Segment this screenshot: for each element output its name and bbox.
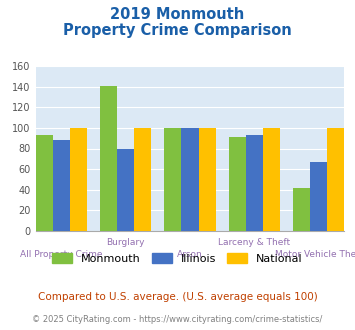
Bar	[310, 162, 327, 231]
Bar	[100, 85, 117, 231]
Bar	[70, 128, 87, 231]
Bar	[164, 128, 181, 231]
Bar	[229, 137, 246, 231]
Text: Larceny & Theft: Larceny & Theft	[218, 238, 290, 247]
Bar	[293, 188, 310, 231]
Text: Motor Vehicle Theft: Motor Vehicle Theft	[275, 250, 355, 259]
Bar	[327, 128, 344, 231]
Text: Property Crime Comparison: Property Crime Comparison	[63, 23, 292, 38]
Bar	[181, 128, 198, 231]
Legend: Monmouth, Illinois, National: Monmouth, Illinois, National	[48, 249, 307, 268]
Bar	[263, 128, 280, 231]
Text: © 2025 CityRating.com - https://www.cityrating.com/crime-statistics/: © 2025 CityRating.com - https://www.city…	[32, 315, 323, 324]
Text: Compared to U.S. average. (U.S. average equals 100): Compared to U.S. average. (U.S. average …	[38, 292, 317, 302]
Bar	[134, 128, 151, 231]
Text: Arson: Arson	[177, 250, 203, 259]
Text: Burglary: Burglary	[106, 238, 145, 247]
Bar	[36, 135, 53, 231]
Bar	[117, 148, 134, 231]
Bar	[198, 128, 215, 231]
Bar	[246, 135, 263, 231]
Bar	[53, 140, 70, 231]
Text: 2019 Monmouth: 2019 Monmouth	[110, 7, 245, 21]
Text: All Property Crime: All Property Crime	[20, 250, 103, 259]
